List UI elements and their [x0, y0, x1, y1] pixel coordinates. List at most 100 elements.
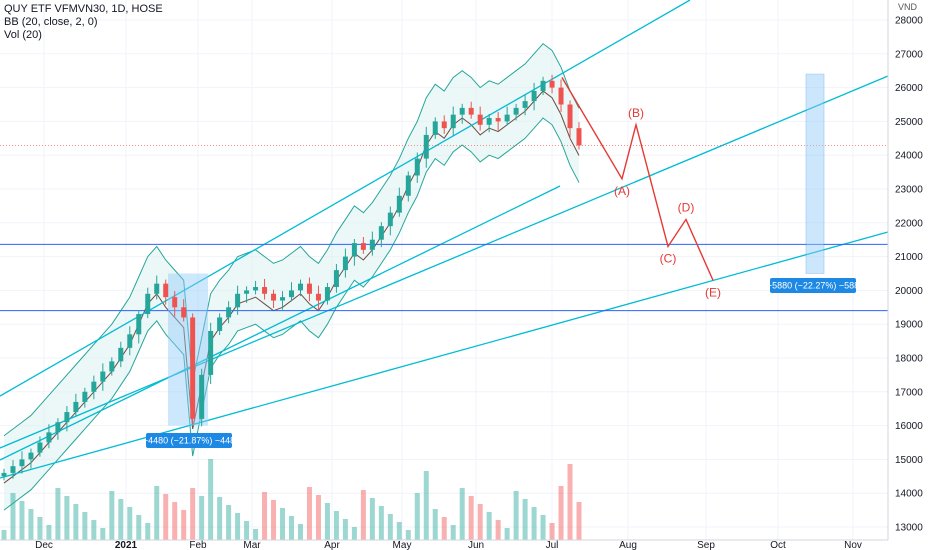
volume-bar [441, 517, 447, 540]
volume-bar [127, 507, 133, 540]
candle-body [486, 118, 492, 125]
volume-bar [459, 488, 465, 540]
candle-body [369, 239, 375, 250]
price-candles [1, 74, 582, 481]
volume-bar [405, 530, 411, 540]
candle-body [10, 466, 16, 473]
channel-line [0, 75, 889, 449]
candle-body [1, 472, 7, 477]
volume-bar [226, 505, 232, 540]
candle-body [163, 283, 169, 298]
volume-bar [396, 522, 402, 540]
volume-bar [369, 498, 375, 540]
volume-bar [378, 506, 384, 540]
candle-body [405, 175, 411, 196]
candle-body [172, 297, 178, 308]
volume-bar [91, 520, 97, 540]
measure-box-projection [805, 73, 825, 274]
candle-body [82, 391, 88, 402]
candle-body [64, 412, 70, 423]
volume-bar [19, 501, 25, 540]
y-tick-label: 24000 [895, 151, 923, 162]
channel-line [0, 185, 561, 461]
volume-bar [271, 500, 277, 540]
bb-indicator-label[interactable]: BB (20, close, 2, 0) [4, 16, 98, 28]
volume-bar [423, 471, 429, 540]
candle-body [396, 195, 402, 213]
volume-bar [109, 491, 115, 540]
measure-tag-historic [146, 433, 232, 448]
channel-line [0, 0, 691, 397]
candle-body [567, 104, 573, 129]
volume-bar [504, 528, 510, 540]
trend-channel-lines [0, 0, 889, 479]
y-tick-label: 18000 [895, 354, 923, 365]
candle-body [387, 212, 393, 227]
candle-body [100, 371, 106, 382]
volume-bar [10, 493, 16, 540]
bb-lower [3, 117, 580, 511]
bb-fill [4, 43, 579, 511]
bb-upper [3, 42, 580, 437]
volume-bar [576, 502, 582, 540]
y-tick-label: 19000 [895, 320, 923, 331]
candle-body [181, 307, 187, 318]
candle-body [280, 297, 286, 301]
candle-body [324, 287, 330, 301]
volume-bar [414, 493, 420, 540]
gridlines [0, 0, 888, 540]
volume-bar [1, 530, 7, 540]
candle-body [432, 121, 438, 135]
y-tick-label: 26000 [895, 83, 923, 94]
candle-body [118, 347, 124, 362]
volume-bar [235, 513, 241, 540]
x-tick-label: Feb [189, 540, 207, 550]
y-tick-label: 20000 [895, 286, 923, 297]
y-tick-label: 13000 [895, 523, 923, 534]
elliott-wave-projection: (A) (B) (C) (D) (E) [561, 77, 721, 299]
candle-body [378, 226, 384, 240]
candle-body [226, 307, 232, 318]
candle-body [109, 361, 115, 372]
volume-bar [181, 510, 187, 540]
volume-indicator-label[interactable]: Vol (20) [4, 29, 42, 41]
wave-path [561, 77, 714, 281]
x-tick-label: Apr [324, 540, 340, 550]
volume-bar [351, 527, 357, 540]
wave-label: (C) [660, 251, 677, 265]
y-tick-label: 14000 [895, 489, 923, 500]
volume-bar [450, 525, 456, 540]
measure-tag-projection [770, 278, 856, 293]
candle-body [297, 283, 303, 291]
volume-bar [118, 499, 124, 540]
y-tick-label: 21000 [895, 252, 923, 263]
volume-bar [495, 520, 501, 540]
volume-bar [136, 515, 142, 540]
candle-body [46, 432, 52, 443]
candle-body [28, 452, 34, 460]
candle-body [37, 442, 43, 453]
candle-body [253, 287, 259, 291]
price-axis: 13000 14000 15000 16000 17000 18000 19000 20000… [887, 0, 932, 550]
candle-body [423, 134, 429, 159]
volume-bar [432, 509, 438, 540]
candle-body [441, 121, 447, 129]
volume-bar [289, 516, 294, 540]
volume-bar [37, 517, 43, 540]
x-tick-label: Aug [619, 540, 637, 550]
y-tick-label: 16000 [895, 421, 923, 432]
volume-bar [190, 488, 196, 540]
candle-body [217, 317, 223, 331]
volume-bar [486, 512, 492, 540]
volume-bar [297, 524, 303, 540]
x-tick-label: 2021 [115, 540, 138, 550]
candle-body [333, 270, 339, 288]
candle-body [289, 290, 294, 298]
volume-bar [217, 497, 223, 540]
candle-body [513, 107, 519, 115]
time-axis: Dec 2021 Feb Mar Apr May Jun Jul Aug Sep Oct Nov [0, 539, 888, 550]
x-tick-label: Jul [546, 540, 559, 550]
y-tick-label: 23000 [895, 185, 923, 196]
volume-bar [82, 512, 88, 540]
